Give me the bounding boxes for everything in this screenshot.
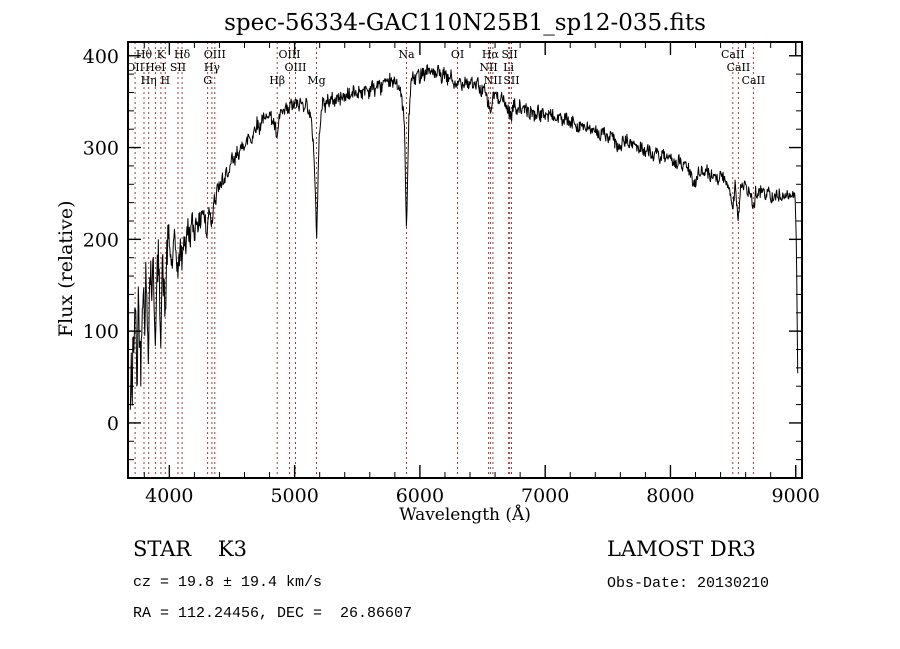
svg-text:Mg: Mg <box>307 74 325 87</box>
svg-text:Hθ: Hθ <box>136 48 153 61</box>
svg-text:Hη: Hη <box>141 74 157 87</box>
svg-text:8000: 8000 <box>646 485 694 507</box>
object-class-text: STAR K3 <box>133 537 247 561</box>
svg-text:Hα: Hα <box>482 48 500 61</box>
svg-text:9000: 9000 <box>772 485 820 507</box>
svg-text:100: 100 <box>83 321 119 343</box>
svg-text:400: 400 <box>83 46 119 68</box>
svg-text:4000: 4000 <box>145 485 193 507</box>
x-axis-label: Wavelength (Å) <box>399 505 531 525</box>
svg-text:Hβ: Hβ <box>269 74 285 87</box>
svg-text:OIII: OIII <box>204 48 226 61</box>
svg-text:300: 300 <box>83 138 119 160</box>
radial-velocity-text: cz = 19.8 ± 19.4 km/s <box>133 574 323 591</box>
svg-text:OIII: OIII <box>278 48 300 61</box>
svg-text:200: 200 <box>83 229 119 251</box>
svg-text:SII: SII <box>170 61 186 74</box>
svg-text:OII: OII <box>126 61 144 74</box>
svg-text:SII: SII <box>503 74 519 87</box>
svg-text:Hγ: Hγ <box>204 61 221 74</box>
svg-text:CaII: CaII <box>742 74 766 87</box>
svg-text:K: K <box>157 48 166 61</box>
svg-text:NII: NII <box>479 61 497 74</box>
svg-text:Li: Li <box>503 61 514 74</box>
svg-text:Hδ: Hδ <box>174 48 191 61</box>
obs-date-text: Obs-Date: 20130210 <box>607 575 770 592</box>
svg-text:OI: OI <box>451 48 464 61</box>
svg-text:G: G <box>203 74 212 87</box>
coordinates-text: RA = 112.24456, DEC = 26.86607 <box>133 605 413 622</box>
svg-text:5000: 5000 <box>270 485 318 507</box>
svg-text:0: 0 <box>107 413 119 435</box>
svg-text:CaII: CaII <box>727 61 751 74</box>
svg-text:7000: 7000 <box>521 485 569 507</box>
svg-text:H: H <box>161 74 171 87</box>
svg-text:Na: Na <box>398 48 415 61</box>
svg-text:NII: NII <box>484 74 502 87</box>
survey-release-text: LAMOST DR3 <box>607 537 756 561</box>
svg-text:6000: 6000 <box>396 485 444 507</box>
svg-text:SII: SII <box>501 48 517 61</box>
svg-text:OIII: OIII <box>284 61 306 74</box>
chart-title: spec-56334-GAC110N25B1_sp12-035.fits <box>224 10 706 36</box>
svg-text:CaII: CaII <box>721 48 745 61</box>
svg-text:HeI: HeI <box>145 61 165 74</box>
